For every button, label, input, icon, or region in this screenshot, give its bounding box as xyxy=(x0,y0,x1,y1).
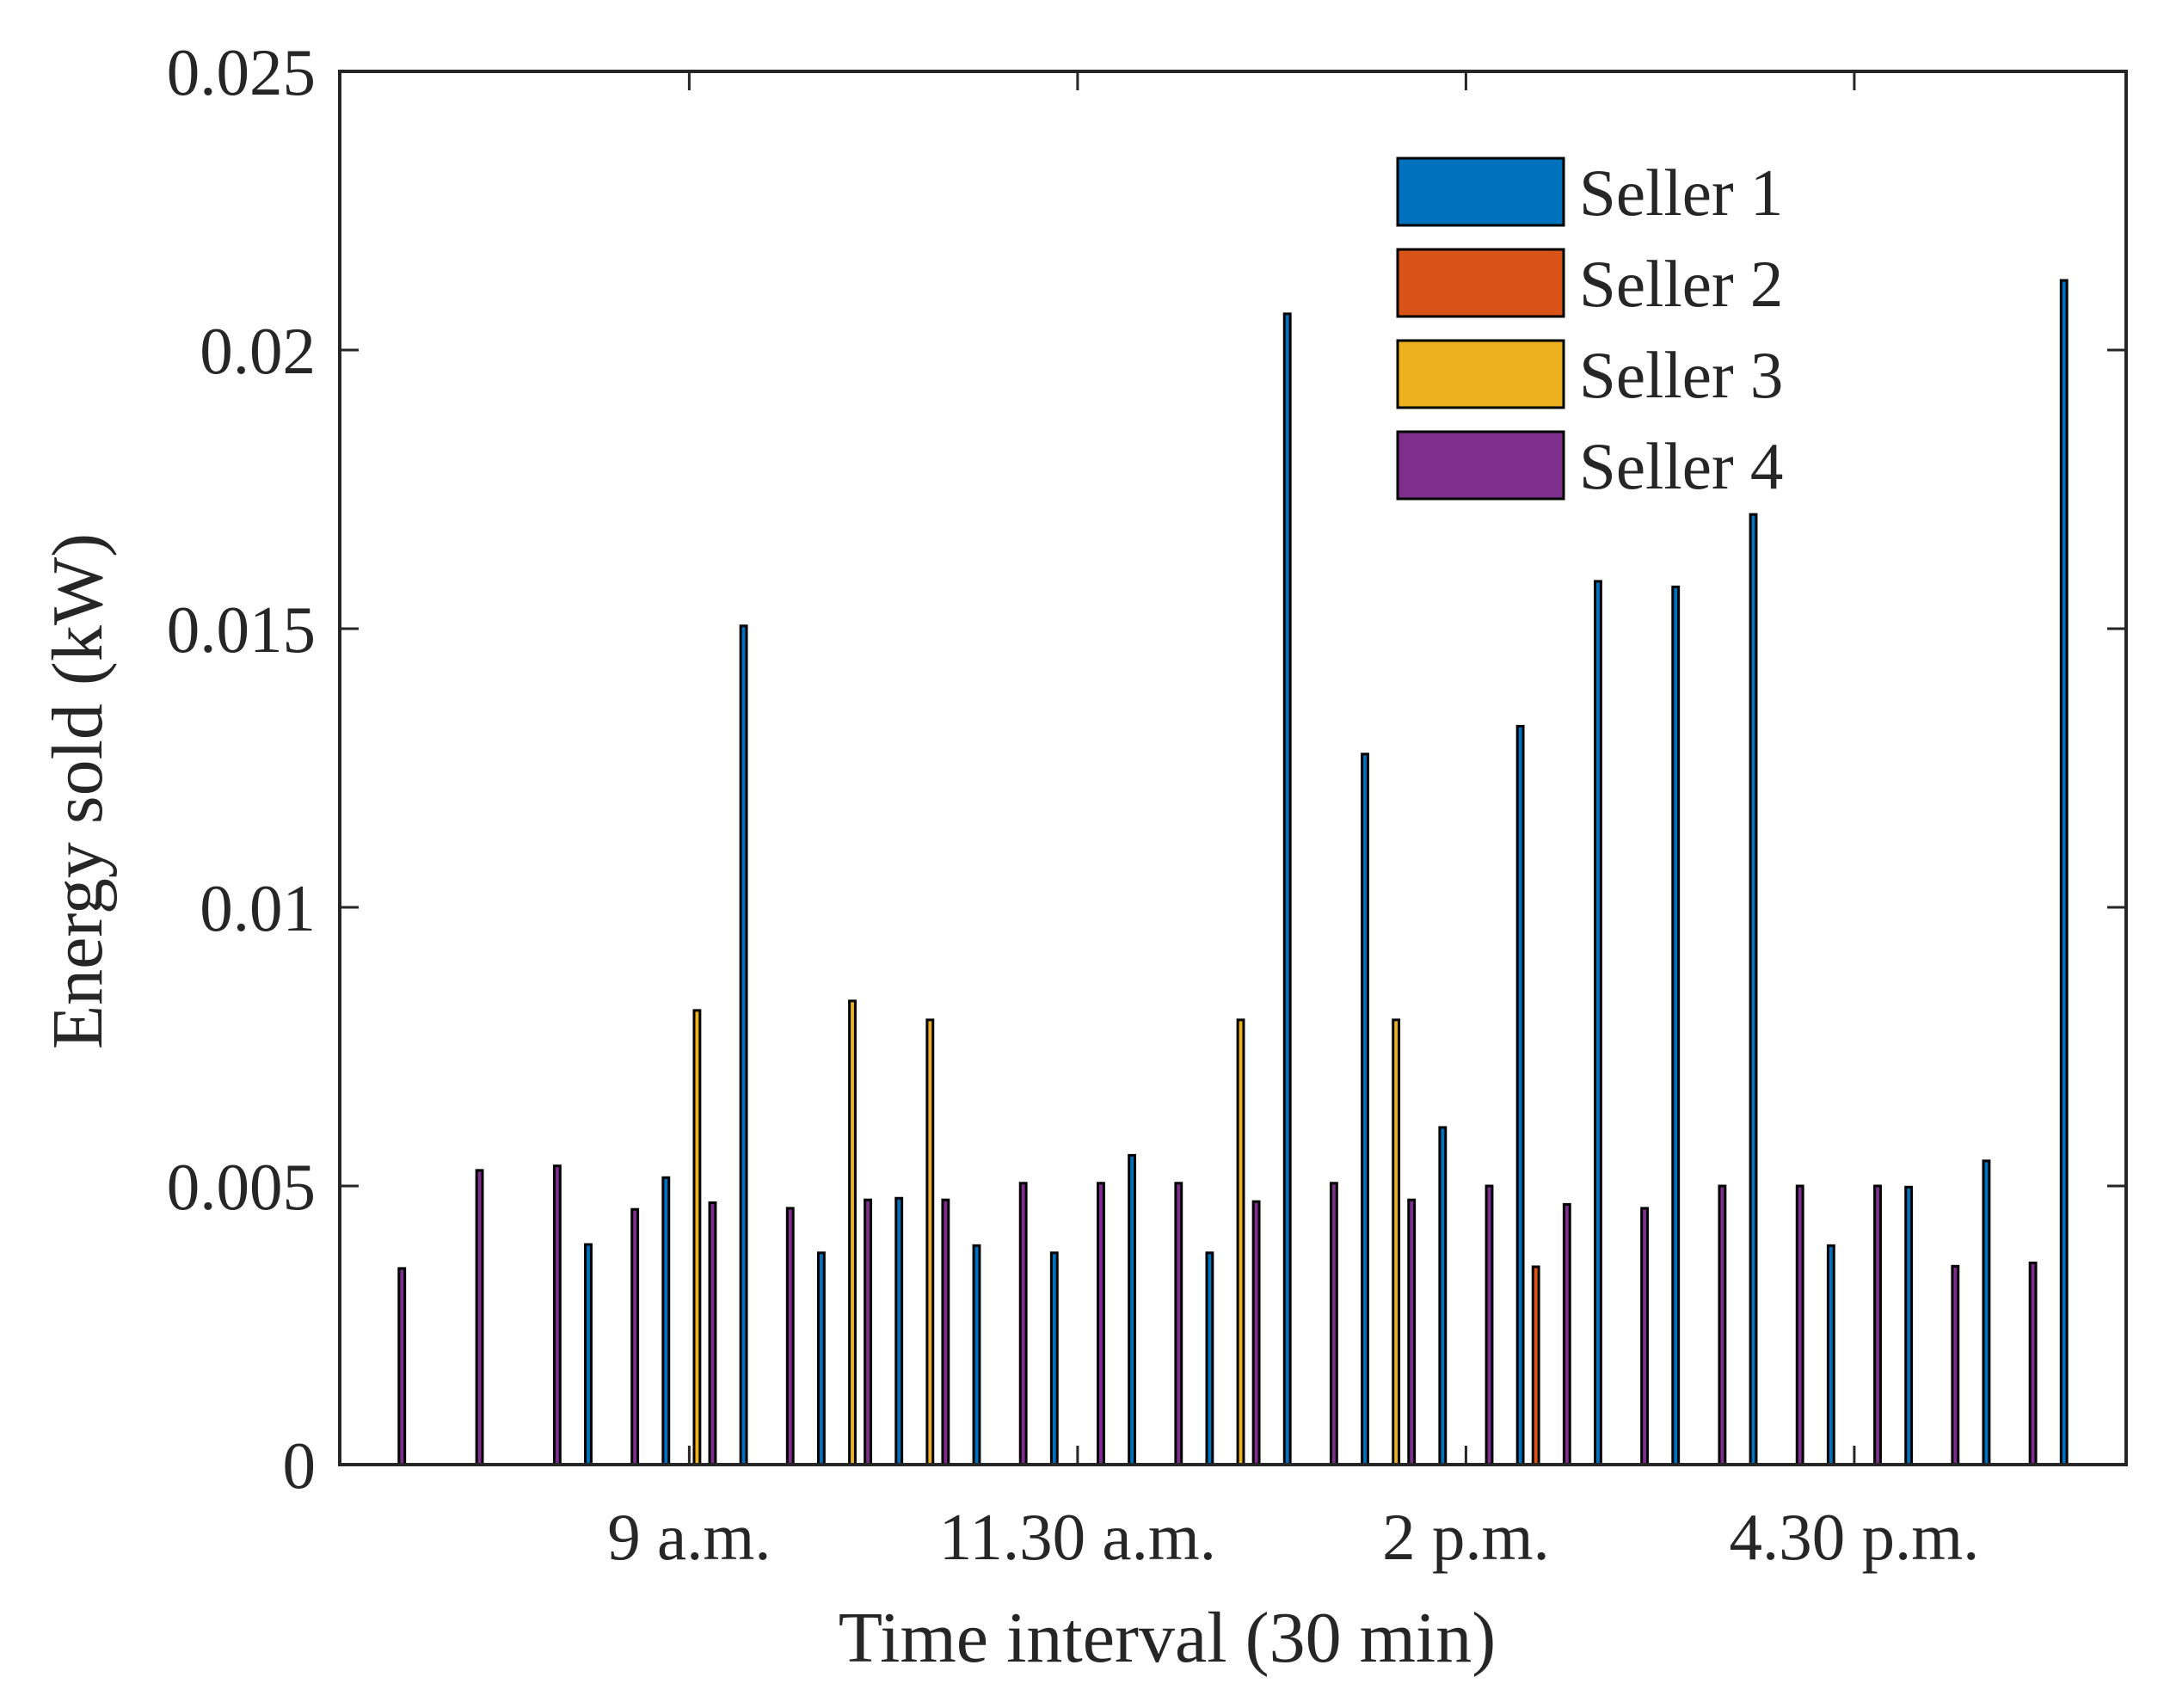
legend-label-seller-2: Seller 2 xyxy=(1579,247,1783,321)
bar-seller-4-interval-19 xyxy=(1795,1184,1804,1466)
bar-group xyxy=(397,279,2069,1466)
legend-label-seller-1: Seller 1 xyxy=(1579,156,1783,230)
bar-seller-1-interval-22 xyxy=(1982,1159,1991,1466)
bar-seller-1-interval-18 xyxy=(1671,585,1681,1466)
bar-seller-1-interval-5 xyxy=(661,1176,671,1466)
bar-seller-4-interval-13 xyxy=(1329,1182,1338,1466)
legend: Seller 1 Seller 2 Seller 3 Seller 4 xyxy=(1396,156,1783,503)
bar-seller-4-interval-14 xyxy=(1407,1198,1417,1466)
bar-seller-1-interval-11 xyxy=(1128,1153,1137,1466)
y-tick-label: 0.01 xyxy=(200,871,316,945)
y-tick-label: 0.005 xyxy=(167,1150,316,1224)
bar-seller-1-interval-9 xyxy=(972,1244,981,1466)
y-tick-label: 0.025 xyxy=(167,35,316,109)
bar-seller-1-interval-15 xyxy=(1438,1126,1448,1466)
bar-seller-4-interval-10 xyxy=(1097,1182,1105,1466)
bar-seller-4-interval-17 xyxy=(1640,1207,1650,1466)
bar-seller-1-interval-19 xyxy=(1749,513,1758,1466)
bar-seller-1-interval-12 xyxy=(1205,1251,1214,1466)
bar-seller-1-interval-7 xyxy=(816,1251,826,1466)
bar-seller-4-interval-1 xyxy=(397,1267,407,1466)
y-tick-label: 0 xyxy=(283,1428,317,1502)
plot-area xyxy=(340,71,2126,1465)
bar-seller-4-interval-5 xyxy=(708,1201,717,1466)
bar-seller-4-interval-18 xyxy=(1718,1184,1727,1466)
bar-seller-4-interval-20 xyxy=(1873,1184,1882,1466)
bar-seller-2-interval-16 xyxy=(1531,1265,1540,1466)
bar-seller-4-interval-22 xyxy=(2028,1261,2038,1466)
x-tick-label: 2 p.m. xyxy=(1382,1500,1550,1574)
bar-seller-1-interval-21 xyxy=(1904,1185,1914,1466)
y-axis-label: Energy sold (kW) xyxy=(38,533,118,1049)
bar-seller-1-interval-17 xyxy=(1594,580,1602,1466)
bar-seller-4-interval-9 xyxy=(1018,1182,1028,1466)
y-tick-label: 0.02 xyxy=(200,314,316,388)
x-tick-label: 9 a.m. xyxy=(607,1500,771,1574)
plot-background xyxy=(340,71,2126,1465)
bar-seller-4-interval-16 xyxy=(1562,1202,1571,1466)
bar-seller-1-interval-13 xyxy=(1282,312,1292,1466)
bar-seller-4-interval-8 xyxy=(941,1198,950,1466)
legend-swatch-seller-1 xyxy=(1396,157,1565,227)
bar-seller-3-interval-14 xyxy=(1392,1018,1401,1466)
y-tick-label: 0.015 xyxy=(167,593,316,667)
bar-seller-3-interval-8 xyxy=(925,1018,935,1466)
bar-seller-4-interval-4 xyxy=(630,1207,640,1466)
x-tick-label: 4.30 p.m. xyxy=(1729,1500,1979,1574)
bar-seller-3-interval-7 xyxy=(848,999,857,1466)
bar-seller-1-interval-6 xyxy=(739,624,748,1466)
bar-seller-4-interval-15 xyxy=(1485,1184,1494,1466)
legend-swatch-seller-4 xyxy=(1396,430,1565,501)
bar-seller-4-interval-12 xyxy=(1251,1200,1261,1466)
legend-swatch-seller-2 xyxy=(1396,248,1565,318)
bar-seller-1-interval-23 xyxy=(2059,279,2069,1466)
bar-seller-3-interval-12 xyxy=(1236,1018,1245,1466)
bar-seller-1-interval-4 xyxy=(584,1243,593,1466)
bar-seller-1-interval-8 xyxy=(894,1196,904,1466)
bar-seller-1-interval-14 xyxy=(1361,753,1369,1466)
x-axis-label: Time interval (30 min) xyxy=(839,1598,1497,1678)
axes: 0 0.005 0.01 0.015 0.02 0.025 9 a.m. 11.30 a.m.… xyxy=(167,35,2128,1574)
bar-seller-1-interval-16 xyxy=(1515,724,1525,1466)
bar-seller-1-interval-10 xyxy=(1049,1251,1059,1466)
bar-seller-4-interval-7 xyxy=(864,1198,873,1466)
x-tick-label: 11.30 a.m. xyxy=(939,1500,1216,1574)
bar-seller-1-interval-20 xyxy=(1826,1244,1835,1466)
legend-label-seller-4: Seller 4 xyxy=(1579,429,1783,503)
legend-label-seller-3: Seller 3 xyxy=(1579,338,1783,412)
axes-box xyxy=(338,70,2128,1466)
bar-seller-4-interval-3 xyxy=(552,1164,562,1466)
bar-seller-4-interval-6 xyxy=(785,1207,795,1466)
bar-seller-4-interval-21 xyxy=(1951,1264,1960,1466)
legend-swatch-seller-3 xyxy=(1396,339,1565,409)
bar-seller-4-interval-2 xyxy=(475,1169,484,1466)
bar-seller-3-interval-5 xyxy=(692,1009,702,1466)
bar-seller-4-interval-11 xyxy=(1174,1182,1183,1466)
